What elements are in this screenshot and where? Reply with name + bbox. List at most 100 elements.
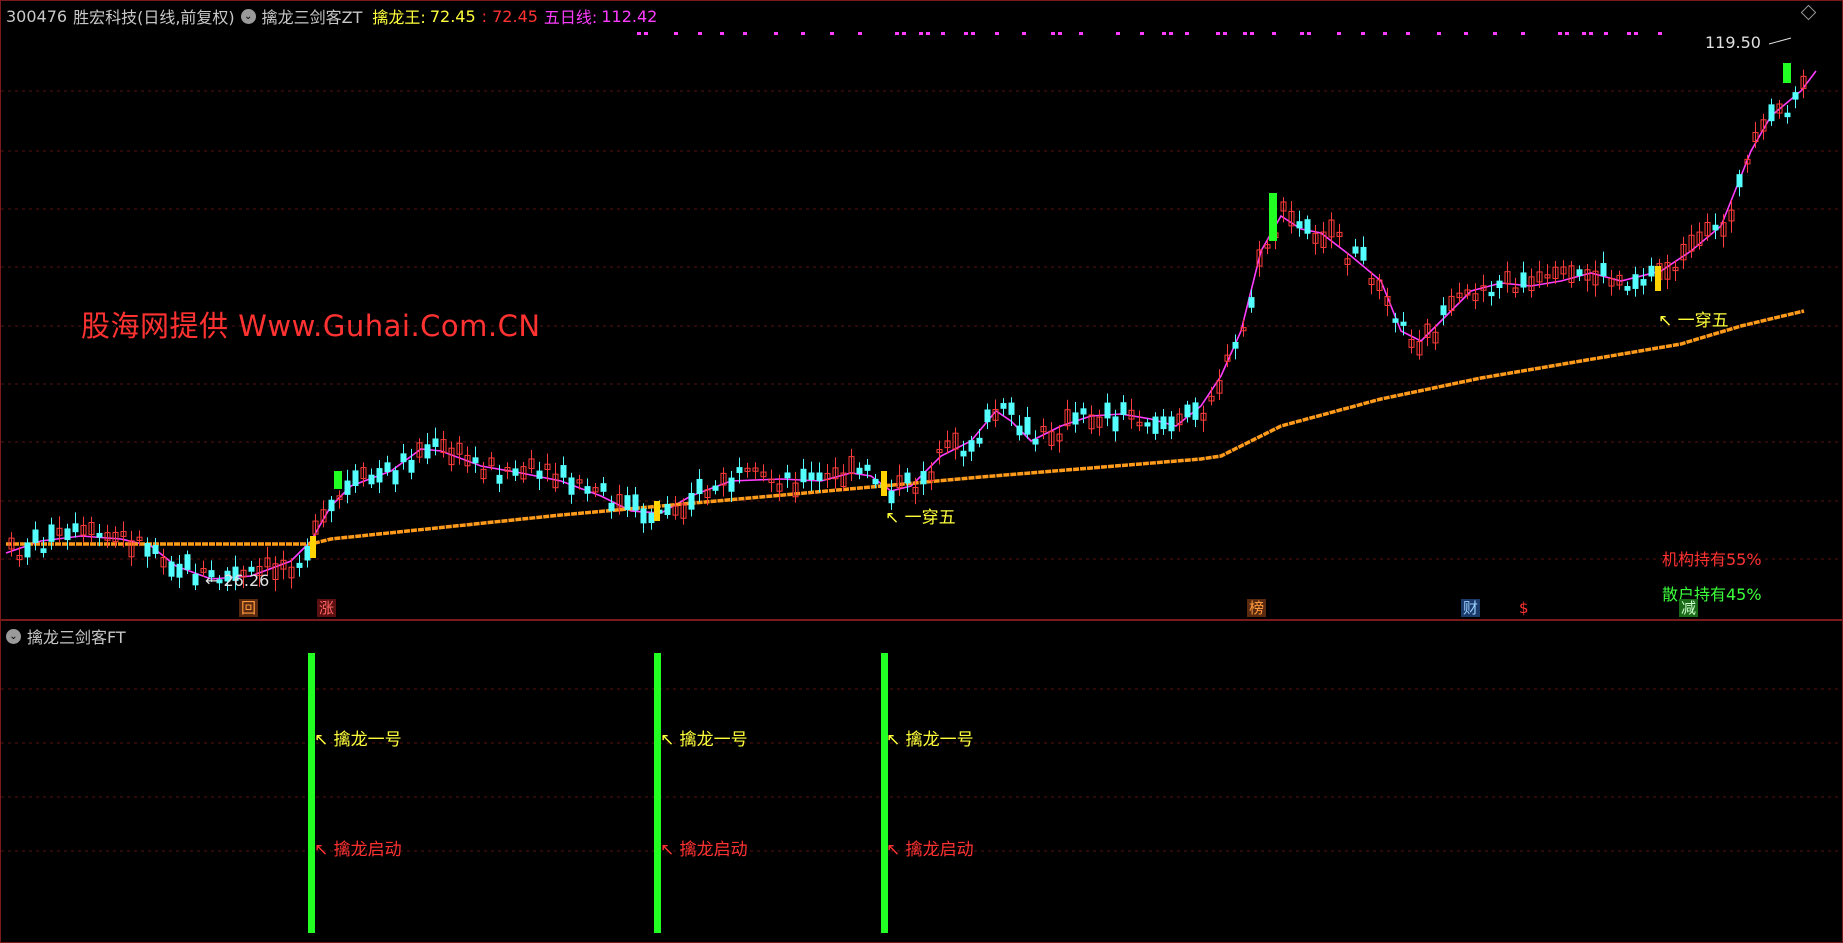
event-badge-zhang[interactable]: 涨 xyxy=(317,599,337,617)
candle-body xyxy=(632,494,639,511)
candle-body xyxy=(120,531,127,537)
candle-body xyxy=(1048,431,1055,446)
candle-body xyxy=(584,486,591,494)
candle-body xyxy=(1160,416,1167,430)
candle-body xyxy=(1104,402,1111,419)
candle-body xyxy=(280,559,287,570)
candle-body xyxy=(432,438,439,447)
candle-body xyxy=(1240,327,1247,332)
main-chart-panel[interactable]: 300476 胜宏科技 (日线,前复权) ⌄ 擒龙三剑客ZT 擒龙王: 72.4… xyxy=(0,0,1843,620)
candle-body xyxy=(1752,132,1759,142)
signal-label-qlyh-3: ↖ 擒龙一号 xyxy=(886,730,974,750)
candle-body xyxy=(616,494,623,508)
signal-label-qlqd-2: ↖ 擒龙启动 xyxy=(660,840,748,860)
candle-body xyxy=(712,485,719,491)
signal-dot xyxy=(1058,32,1062,35)
candle-body xyxy=(1704,221,1711,237)
candle-body xyxy=(1560,266,1567,275)
candle-body xyxy=(1440,305,1447,316)
event-badge-dollar[interactable]: $ xyxy=(1519,599,1529,617)
green-candle xyxy=(1783,63,1791,83)
event-badge-cai[interactable]: 财 xyxy=(1461,599,1481,617)
candle-body xyxy=(1280,201,1287,212)
candle-body xyxy=(1064,409,1071,427)
candle-body xyxy=(504,467,511,472)
signal-dot xyxy=(743,32,747,35)
sub-indicator-panel[interactable]: ⌄ 擒龙三剑客FT ↖ 擒龙一号 ↖ 擒龙启动 ↖ 擒龙一号 ↖ 擒龙启动 ↖ … xyxy=(0,620,1843,943)
indicator-name[interactable]: 擒龙三剑客ZT xyxy=(261,8,363,27)
candle-body xyxy=(792,482,799,498)
candle-body xyxy=(1112,416,1119,432)
candle-body xyxy=(960,450,967,457)
signal-chart[interactable] xyxy=(1,621,1842,942)
candle-body xyxy=(1200,412,1207,421)
candle-body xyxy=(1040,425,1047,433)
signal-dot xyxy=(1493,32,1497,35)
candle-body xyxy=(208,570,215,578)
candle-body xyxy=(24,542,31,558)
candle-body xyxy=(952,432,959,450)
candle-body xyxy=(1760,119,1767,132)
signal-dot xyxy=(926,32,930,35)
candle-body xyxy=(424,444,431,459)
candle-body xyxy=(1328,219,1335,238)
candle-body xyxy=(760,471,767,478)
candle-body xyxy=(560,465,567,478)
green-candle xyxy=(1269,193,1277,241)
candle-body xyxy=(112,531,119,543)
signal-dot xyxy=(971,32,975,35)
signal-dot xyxy=(1216,32,1220,35)
cross-five-label-1: ↖ 一穿五 xyxy=(885,508,956,528)
signal-dot xyxy=(1243,32,1247,35)
candle-body xyxy=(1184,404,1191,418)
qlw-label: 擒龙王: xyxy=(372,8,426,27)
candle-body xyxy=(704,489,711,499)
candle-body xyxy=(544,463,551,471)
signal-dot xyxy=(1169,32,1173,35)
candle-body xyxy=(88,522,95,536)
candle-body xyxy=(1056,433,1063,442)
candle-body xyxy=(1264,244,1271,249)
candle-body xyxy=(1688,234,1695,252)
signal-dot xyxy=(1300,32,1304,35)
signal-dot xyxy=(1116,32,1120,35)
candle-body xyxy=(520,466,527,480)
candle-body xyxy=(824,473,831,480)
signal-bar xyxy=(654,653,661,933)
candle-body xyxy=(1664,262,1671,280)
candle-body xyxy=(440,439,447,454)
collapse-chevron-icon[interactable]: ⌄ xyxy=(6,628,21,644)
candle-body xyxy=(840,472,847,488)
candle-body xyxy=(256,565,263,577)
green-candle xyxy=(334,471,342,489)
sub-indicator-name[interactable]: 擒龙三剑客FT xyxy=(27,628,126,647)
candle-body xyxy=(200,568,207,573)
event-badge-bang[interactable]: 榜 xyxy=(1247,599,1267,617)
candle-body xyxy=(1568,265,1575,283)
collapse-chevron-icon[interactable]: ⌄ xyxy=(240,8,256,24)
candle-body xyxy=(784,472,791,479)
event-badge-jian[interactable]: 减 xyxy=(1679,599,1699,617)
signal-dot xyxy=(1589,32,1593,35)
signal-dot xyxy=(895,32,899,35)
candle-body xyxy=(1536,271,1543,283)
candle-body xyxy=(64,528,71,541)
watermark: 股海网提供 Www.Guhai.Com.CN xyxy=(81,309,541,343)
candle-body xyxy=(1592,270,1599,286)
candle-body xyxy=(1696,231,1703,247)
candle-body xyxy=(360,467,367,480)
candle-body xyxy=(568,477,575,495)
candle-body xyxy=(864,464,871,471)
candle-body xyxy=(304,545,311,561)
signal-dot xyxy=(1051,32,1055,35)
candle-body xyxy=(592,487,599,493)
candle-body xyxy=(48,524,55,542)
candle-body xyxy=(328,499,335,512)
candle-body xyxy=(928,471,935,482)
candlestick-chart[interactable] xyxy=(1,1,1842,619)
signal-dot xyxy=(858,32,862,35)
event-badge-hui[interactable]: 回 xyxy=(239,599,259,617)
candle-body xyxy=(408,459,415,473)
candle-body xyxy=(816,472,823,481)
candle-body xyxy=(216,579,223,584)
